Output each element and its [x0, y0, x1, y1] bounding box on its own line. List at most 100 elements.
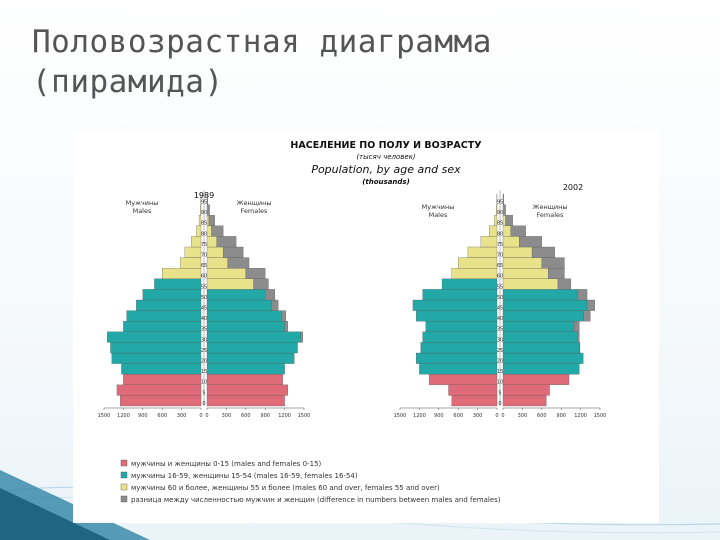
male-bar-5-9: [116, 384, 202, 396]
male-bar-85-89: [494, 215, 498, 226]
female-label-en: Females: [537, 211, 565, 219]
legend-text-children: мужчины и женщины 0-15 (males and female…: [131, 460, 322, 468]
male-bar-10-14: [123, 374, 202, 385]
female-bar-65-69: [502, 257, 542, 269]
figure-panel: НАСЕЛЕНИЕ ПО ПОЛУ И ВОЗРАСТУ (тысяч чело…: [73, 132, 659, 523]
legend-text-elderly: мужчины 60 и более, женщины 55 и более (…: [131, 484, 440, 492]
age-tick-label: 30: [497, 337, 503, 343]
x-tick-label: 900: [556, 413, 566, 419]
difference-bar-55-59: [557, 278, 572, 290]
female-bar-20-24: [502, 352, 584, 364]
female-bar-25-29: [206, 342, 298, 354]
female-bar-5-9: [206, 384, 288, 396]
male-bar-30-34: [107, 331, 202, 343]
age-tick-label: 85: [497, 221, 503, 227]
difference-bar-80-84: [510, 225, 526, 237]
difference-bar-55-59: [253, 278, 269, 290]
male-bar-15-19: [419, 363, 498, 375]
difference-bar-60-64: [245, 268, 266, 279]
male-bar-50-54: [142, 289, 202, 301]
female-bar-0-4: [502, 395, 547, 407]
difference-bar-85-89: [208, 215, 215, 226]
difference-bar-50-54: [577, 289, 588, 301]
male-bar-35-39: [123, 321, 202, 332]
figure-title-ru: НАСЕЛЕНИЕ ПО ПОЛУ И ВОЗРАСТУ: [290, 140, 482, 151]
legend-swatch-difference: [120, 495, 128, 503]
age-tick-label: 70: [497, 253, 503, 259]
male-bar-45-49: [136, 299, 202, 311]
x-tick-label: 1500: [594, 413, 607, 419]
difference-bar-65-69: [541, 257, 565, 269]
age-tick-label: 70: [201, 253, 207, 259]
legend-text-difference: разница между численностью мужчин и женщ…: [131, 496, 501, 504]
male-bar-65-69: [458, 257, 498, 269]
female-bar-25-29: [502, 342, 580, 354]
figure-units-ru: (тысяч человек): [356, 153, 416, 161]
female-bar-35-39: [502, 321, 575, 332]
male-bar-10-14: [428, 374, 498, 385]
age-tick-label: 0: [498, 401, 501, 407]
female-bar-50-54: [502, 289, 578, 301]
difference-bar-30-34: [300, 331, 303, 343]
x-tick-label: 0: [495, 413, 498, 419]
male-bar-80-84: [196, 225, 202, 237]
x-tick-label: 900: [138, 413, 148, 419]
female-bar-40-44: [206, 310, 282, 322]
female-bar-80-84: [502, 225, 511, 237]
female-bar-35-39: [206, 321, 285, 332]
male-bar-80-84: [489, 225, 498, 237]
difference-bar-40-44: [281, 310, 287, 322]
difference-bar-45-49: [271, 299, 279, 311]
male-bar-20-24: [416, 352, 498, 364]
female-bar-45-49: [502, 299, 588, 311]
male-bar-30-34: [422, 331, 498, 343]
slide-title-line1: Половозрастная диаграмма: [32, 24, 492, 60]
x-tick-label: 300: [222, 413, 232, 419]
age-tick-label: 60: [201, 274, 207, 280]
difference-bar-70-74: [223, 246, 244, 258]
female-bar-80-84: [206, 225, 212, 237]
difference-bar-90-94: [503, 204, 506, 216]
age-tick-label: 80: [497, 231, 503, 237]
difference-bar-50-54: [265, 289, 276, 301]
difference-bar-40-44: [583, 310, 591, 322]
female-bar-85-89: [502, 215, 506, 226]
male-bar-60-64: [162, 268, 202, 279]
age-tick-label: 60: [497, 274, 503, 280]
male-bar-60-64: [451, 268, 498, 279]
difference-bar-80-84: [211, 225, 224, 237]
age-tick-label: 30: [201, 337, 207, 343]
female-label-ru: Женщины: [237, 199, 272, 207]
male-bar-70-74: [467, 246, 498, 258]
male-bar-40-44: [126, 310, 202, 322]
difference-bar-85-89: [505, 215, 513, 226]
age-tick-label: 15: [201, 369, 207, 375]
age-tick-label: 25: [201, 348, 207, 354]
difference-bar-35-39: [573, 321, 580, 332]
legend-swatch-elderly: [120, 483, 128, 491]
age-tick-label: 65: [497, 263, 503, 269]
age-tick-label: 75: [201, 242, 207, 248]
x-tick-label: 300: [518, 413, 528, 419]
female-label-ru: Женщины: [533, 203, 568, 211]
slide-title: Половозрастная диаграмма (пирамида): [32, 22, 632, 102]
male-bar-65-69: [180, 257, 202, 269]
x-tick-label: 1500: [98, 413, 111, 419]
age-tick-label: 55: [497, 284, 503, 290]
female-bar-65-69: [206, 257, 228, 269]
age-tick-label: 85: [201, 221, 207, 227]
x-tick-label: 1200: [413, 413, 426, 419]
female-bar-30-34: [206, 331, 301, 343]
x-tick-label: 600: [241, 413, 251, 419]
female-bar-30-34: [502, 331, 578, 343]
x-tick-label: 1200: [278, 413, 291, 419]
age-tick-label: 5: [498, 390, 501, 396]
male-bar-35-39: [425, 321, 498, 332]
difference-bar-25-29: [579, 342, 581, 354]
slide-title-line2: (пирамида): [32, 64, 224, 100]
age-tick-label: 90: [201, 210, 207, 216]
male-bar-25-29: [110, 342, 202, 354]
x-tick-label: 1500: [394, 413, 407, 419]
x-tick-label: 600: [453, 413, 463, 419]
age-tick-label: 40: [201, 316, 207, 322]
